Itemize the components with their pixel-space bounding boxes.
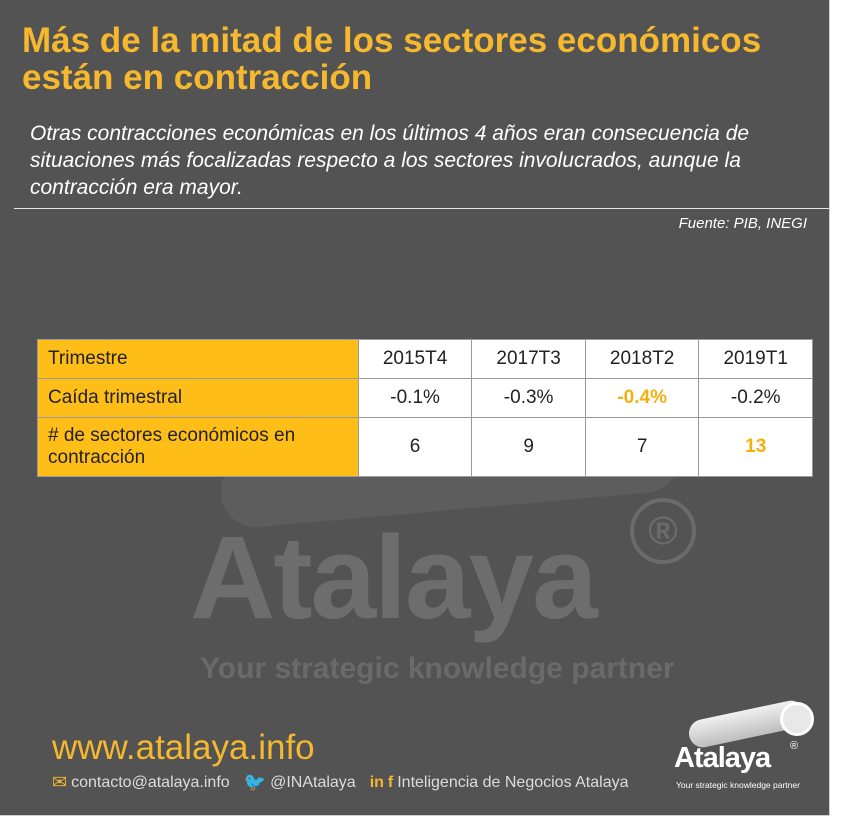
table-cell: -0.3% (471, 378, 586, 418)
website-link[interactable]: www.atalaya.info (52, 728, 315, 767)
telescope-lens (780, 702, 814, 736)
source-note: Fuente: PIB, INEGI (678, 215, 807, 232)
table-cell: 9 (471, 417, 586, 477)
table-cell: -0.1% (357, 378, 473, 418)
table-cell: 7 (584, 417, 700, 477)
table-cell: -0.4% (584, 378, 700, 418)
page-subtitle: Otras contracciones económicas en los úl… (30, 122, 750, 199)
divider (14, 208, 829, 209)
logo-brand: Atalaya (674, 742, 771, 774)
data-table: Trimestre 2015T4 2017T3 2018T2 2019T1 Caída t… (37, 339, 813, 477)
table-row: Caída trimestral -0.1% -0.3% -0.4% -0.2% (37, 378, 813, 418)
row-label: # de sectores económicos en contracción (37, 417, 359, 477)
watermark-brand: Atalaya (190, 512, 598, 644)
row-label: Caída trimestral (37, 378, 359, 418)
social-name: Inteligencia de Negocios Atalaya (397, 773, 629, 791)
column-header: 2018T2 (584, 339, 700, 379)
watermark-tagline: Your strategic knowledge partner (200, 652, 675, 685)
atalaya-logo: Atalaya ® Your strategic knowledge partn… (668, 698, 814, 800)
column-header: 2017T3 (471, 339, 586, 379)
table-cell: -0.2% (698, 378, 813, 418)
column-header: 2019T1 (698, 339, 813, 379)
table-cell: 6 (357, 417, 473, 477)
envelope-icon: ✉ (52, 772, 68, 792)
table-cell: 13 (698, 417, 813, 477)
watermark-registered-mark: ® (630, 498, 696, 564)
facebook-icon[interactable]: f (387, 773, 394, 791)
watermark: ® Atalaya Your strategic knowledge partn… (180, 420, 700, 700)
table-header-row: Trimestre 2015T4 2017T3 2018T2 2019T1 (37, 339, 813, 379)
email-link[interactable]: contacto@atalaya.info (71, 773, 230, 791)
twitter-link[interactable]: @INAtalaya (270, 773, 356, 791)
bird-icon: 🐦 (243, 772, 267, 792)
contact-bar: ✉ contacto@atalaya.info 🐦 @INAtalaya in … (52, 772, 629, 793)
linkedin-icon[interactable]: in (369, 773, 384, 791)
row-header-label: Trimestre (37, 339, 359, 379)
logo-tagline: Your strategic knowledge partner (676, 780, 800, 790)
column-header: 2015T4 (357, 339, 473, 379)
logo-registered-mark: ® (790, 740, 799, 752)
page-title: Más de la mitad de los sectores económic… (22, 21, 762, 97)
table-row: # de sectores económicos en contracción 6… (37, 417, 813, 477)
